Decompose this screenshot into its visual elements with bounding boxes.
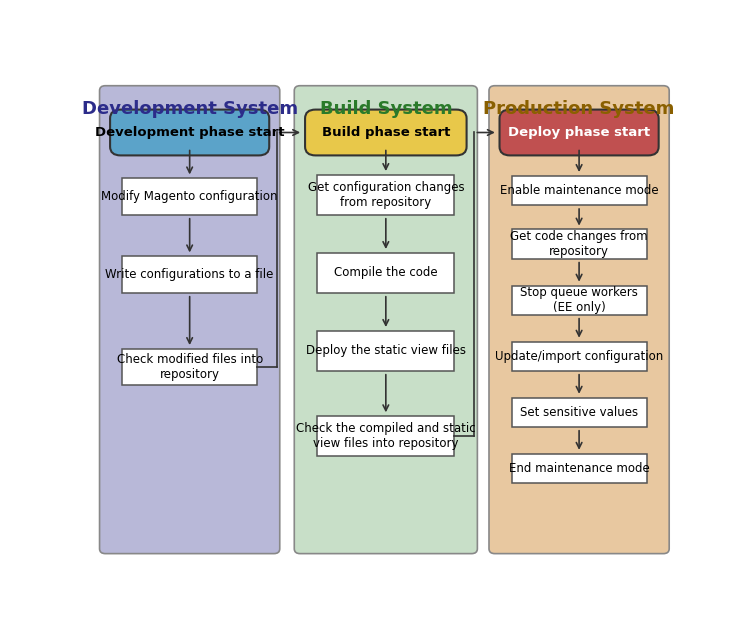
- Text: Production System: Production System: [484, 99, 675, 118]
- Text: Modify Magento configuration: Modify Magento configuration: [101, 190, 278, 203]
- FancyBboxPatch shape: [122, 349, 257, 385]
- Text: Update/import configuration: Update/import configuration: [495, 349, 663, 363]
- Text: Set sensitive values: Set sensitive values: [520, 406, 638, 419]
- Text: Get configuration changes
from repository: Get configuration changes from repositor…: [308, 181, 464, 209]
- Text: Build System: Build System: [320, 99, 452, 118]
- FancyBboxPatch shape: [317, 253, 454, 293]
- Text: Development phase start: Development phase start: [95, 126, 284, 139]
- Text: Write configurations to a file: Write configurations to a file: [106, 268, 274, 281]
- Text: Deploy the static view files: Deploy the static view files: [306, 344, 466, 358]
- Text: Get code changes from
repository: Get code changes from repository: [510, 230, 648, 258]
- Text: Build phase start: Build phase start: [322, 126, 450, 139]
- FancyBboxPatch shape: [305, 110, 466, 156]
- Text: Deploy phase start: Deploy phase start: [508, 126, 650, 139]
- FancyBboxPatch shape: [100, 85, 280, 554]
- FancyBboxPatch shape: [500, 110, 658, 156]
- FancyBboxPatch shape: [512, 285, 646, 315]
- Text: Enable maintenance mode: Enable maintenance mode: [500, 184, 658, 197]
- FancyBboxPatch shape: [317, 331, 454, 371]
- FancyBboxPatch shape: [317, 416, 454, 456]
- Text: End maintenance mode: End maintenance mode: [509, 462, 650, 475]
- FancyBboxPatch shape: [512, 454, 646, 483]
- FancyBboxPatch shape: [512, 342, 646, 371]
- FancyBboxPatch shape: [512, 230, 646, 259]
- FancyBboxPatch shape: [512, 176, 646, 205]
- Text: Stop queue workers
(EE only): Stop queue workers (EE only): [520, 286, 638, 314]
- Text: Check modified files into
repository: Check modified files into repository: [116, 353, 262, 381]
- FancyBboxPatch shape: [122, 179, 257, 215]
- FancyBboxPatch shape: [294, 85, 477, 554]
- FancyBboxPatch shape: [317, 175, 454, 215]
- FancyBboxPatch shape: [122, 256, 257, 293]
- FancyBboxPatch shape: [512, 398, 646, 427]
- FancyBboxPatch shape: [110, 110, 269, 156]
- FancyBboxPatch shape: [489, 85, 669, 554]
- Text: Check the compiled and static
view files into repository: Check the compiled and static view files…: [296, 422, 476, 450]
- Text: Development System: Development System: [82, 99, 298, 118]
- Text: Compile the code: Compile the code: [334, 266, 438, 279]
